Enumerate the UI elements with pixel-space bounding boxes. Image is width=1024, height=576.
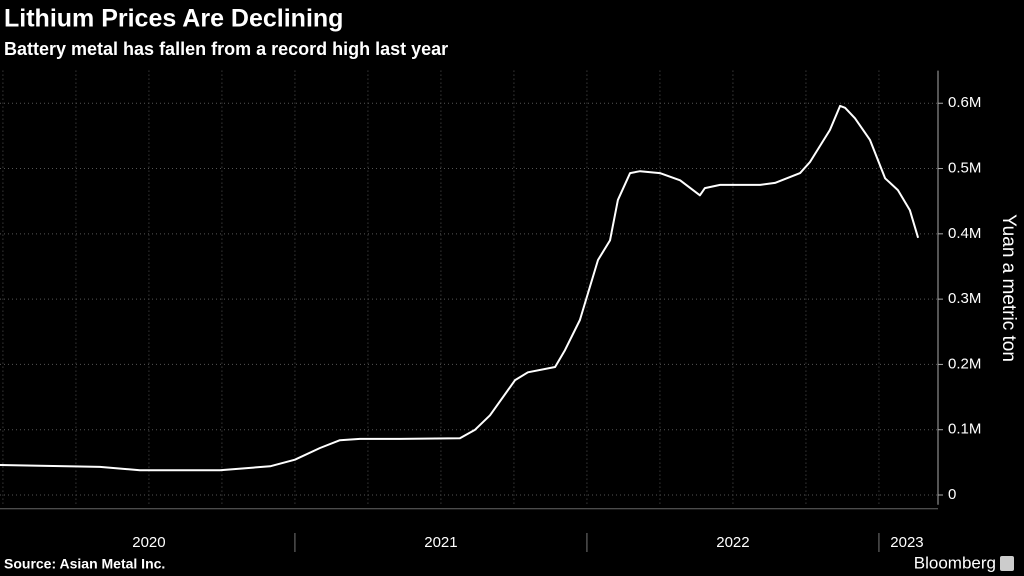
price-line <box>0 104 920 472</box>
y-tick-label: 0.1M <box>948 421 981 438</box>
y-axis-label: Yuan a metric ton <box>998 214 1019 362</box>
y-tick-label: 0.3M <box>948 290 981 307</box>
x-tick-label: 2021 <box>424 534 457 551</box>
y-tick-label: 0.6M <box>948 94 981 111</box>
logo-icon <box>1000 556 1014 571</box>
x-tick-label: 2023 <box>890 534 923 551</box>
x-tick-label: 2022 <box>716 534 749 551</box>
y-tick-label: 0.4M <box>948 225 981 242</box>
x-tick-label: 2020 <box>132 534 165 551</box>
source: Source: Asian Metal Inc. <box>4 556 165 572</box>
branding: Bloomberg <box>914 553 996 572</box>
chart-title: Lithium Prices Are Declining <box>4 5 343 33</box>
y-tick-label: 0.2M <box>948 355 981 372</box>
y-tick-label: 0.5M <box>948 160 981 177</box>
y-tick-label: 0 <box>948 486 956 503</box>
chart-subtitle: Battery metal has fallen from a record h… <box>4 39 448 59</box>
